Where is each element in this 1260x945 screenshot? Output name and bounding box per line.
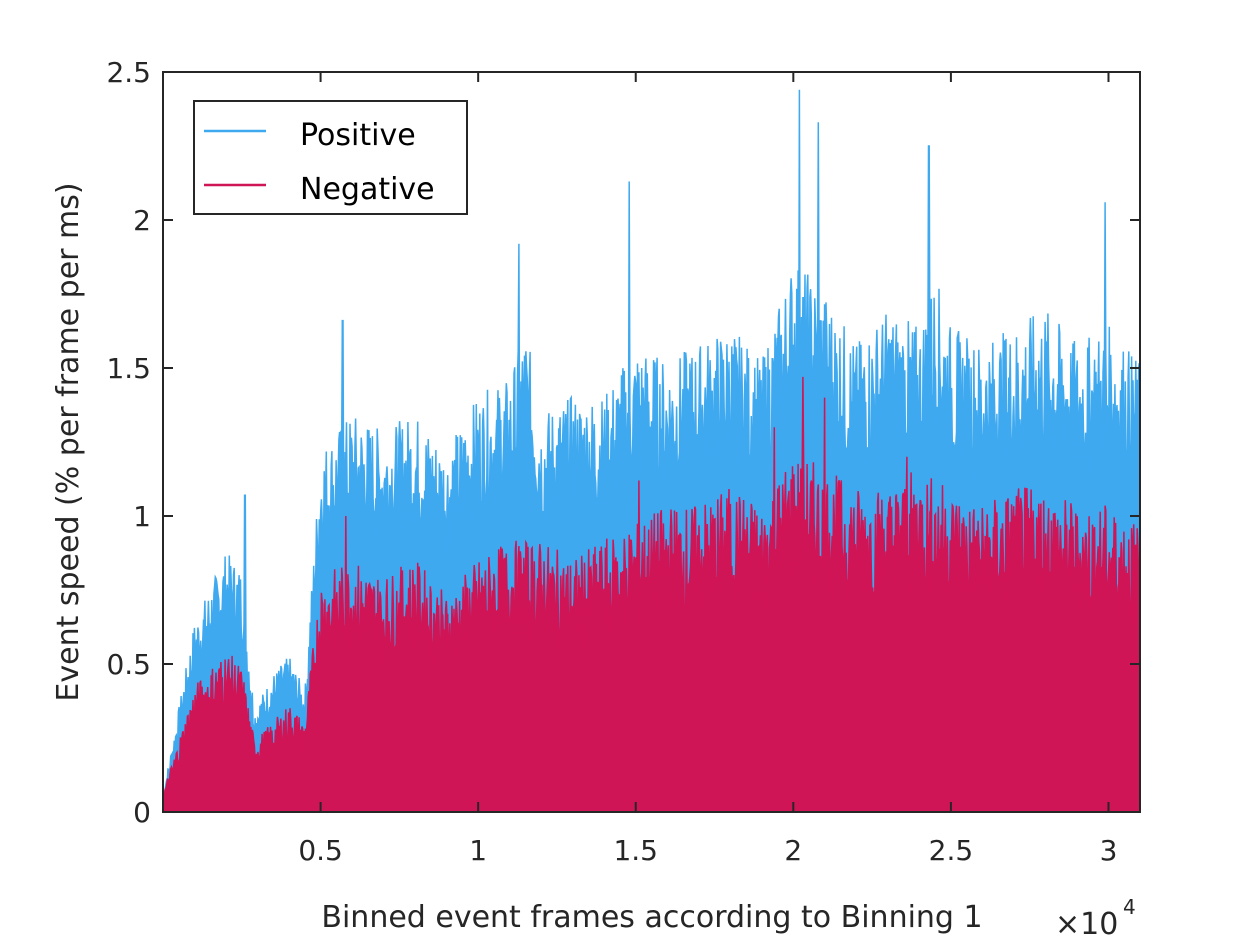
series-layer [162, 89, 1141, 813]
y-tick-label: 2 [133, 204, 151, 237]
legend: Positive Negative [193, 100, 468, 215]
x-tick-label: 3 [1100, 834, 1118, 867]
x-exponent-base: ×10 [1055, 907, 1118, 942]
series-line-positive [162, 89, 1141, 798]
x-tick-label: 0.5 [298, 834, 343, 867]
x-exponent-power: 4 [1123, 895, 1136, 919]
series-area-negative [163, 376, 1140, 812]
x-tick-label: 2.5 [929, 834, 974, 867]
x-tick-label: 1.5 [613, 834, 658, 867]
y-tick-label: 0.5 [106, 648, 151, 681]
x-tick-label: 2 [784, 834, 802, 867]
series-line-negative [162, 376, 1141, 800]
y-tick-label: 2.5 [106, 56, 151, 89]
tick-layer: 0.5 1 1.5 2 2.5 3 0 0.5 1 1.5 2 2.5 [106, 56, 1140, 867]
x-axis-label: Binned event frames according to Binning… [321, 900, 982, 935]
legend-label-positive: Positive [300, 118, 416, 153]
axes-box [162, 71, 1141, 813]
y-tick-label: 0 [133, 796, 151, 829]
legend-label-negative: Negative [300, 172, 435, 207]
legend-box [193, 100, 468, 215]
y-tick-label: 1 [133, 500, 151, 533]
x-tick-label: 1 [469, 834, 487, 867]
y-tick-label: 1.5 [106, 352, 151, 385]
y-axis-label: Event speed (% per frame per ms) [51, 182, 86, 701]
